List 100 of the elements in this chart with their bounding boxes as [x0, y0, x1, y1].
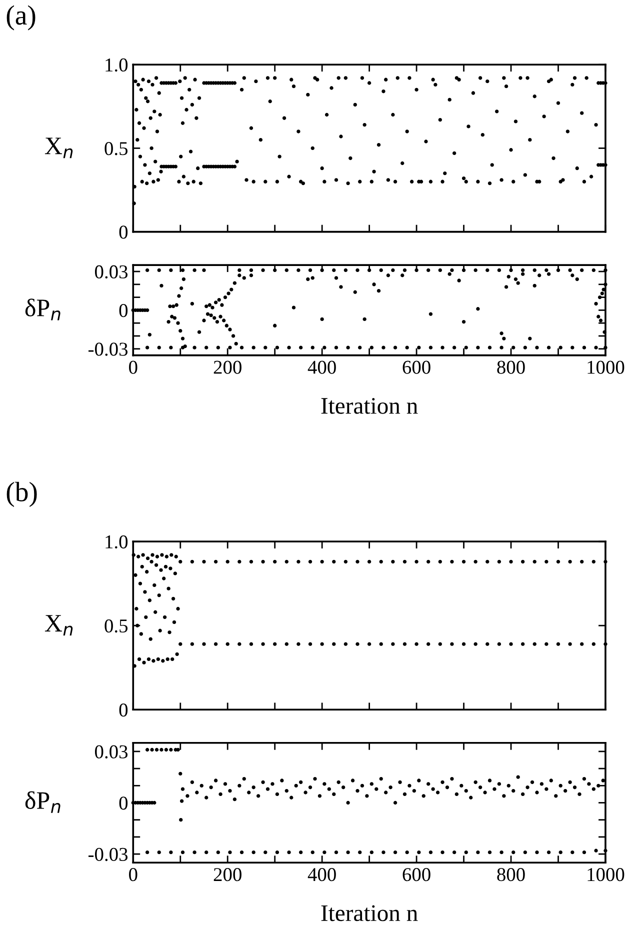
point [202, 642, 206, 646]
point [192, 850, 196, 854]
point [382, 850, 386, 854]
point [604, 346, 608, 350]
point [143, 590, 147, 594]
point [405, 346, 409, 350]
point [532, 268, 536, 272]
point [228, 850, 232, 854]
point [180, 850, 185, 854]
point [322, 346, 326, 350]
point [310, 850, 314, 854]
point [440, 850, 444, 854]
point [144, 615, 148, 620]
point [344, 642, 348, 646]
y-axis-title: δP$_{n}$ [25, 298, 60, 320]
point [391, 560, 395, 564]
x-axis-title: Iteration n [321, 398, 418, 414]
point [370, 850, 374, 854]
point [440, 346, 444, 350]
point [273, 268, 277, 272]
point [175, 652, 179, 656]
point [592, 642, 596, 646]
point [570, 850, 574, 854]
point [604, 642, 608, 646]
point [580, 268, 584, 272]
point [544, 642, 548, 646]
point [161, 659, 165, 663]
point [358, 850, 362, 854]
point [391, 268, 395, 272]
chart-title: (b) [6, 482, 37, 508]
point [546, 850, 551, 854]
point [168, 630, 172, 634]
x-tick-label: 0 [129, 360, 138, 374]
y-tick-label: 1.0 [106, 58, 128, 72]
y-tick-label: -0.03 [88, 342, 128, 356]
point [391, 642, 395, 646]
point [166, 657, 170, 662]
point [158, 628, 162, 632]
point [162, 576, 166, 580]
point [287, 346, 291, 350]
point [214, 642, 218, 646]
point [145, 268, 150, 272]
point [428, 850, 433, 854]
x-tick-label: 600 [402, 360, 430, 374]
point [438, 642, 442, 646]
point [284, 642, 288, 646]
point [320, 268, 324, 272]
point [344, 268, 348, 272]
point [216, 346, 220, 350]
point [486, 560, 490, 564]
point [134, 573, 138, 577]
point [287, 850, 291, 854]
point [367, 560, 372, 564]
x-tick-label: 400 [308, 868, 336, 882]
point [594, 346, 598, 350]
point [452, 850, 456, 854]
point [296, 560, 300, 564]
point [568, 560, 572, 564]
point [497, 268, 502, 272]
point [512, 850, 516, 854]
point [171, 596, 176, 601]
x-tick-label: 1000 [588, 360, 624, 374]
point [486, 642, 490, 646]
point [428, 346, 433, 350]
point [192, 346, 196, 350]
point [136, 624, 140, 628]
y-tick-label: 0 [119, 226, 128, 239]
point [532, 560, 536, 564]
point [462, 268, 466, 272]
point [523, 850, 528, 854]
point [367, 642, 372, 646]
point [240, 346, 244, 350]
point [160, 553, 164, 557]
point [154, 563, 158, 567]
x-tick-label: 800 [497, 360, 525, 374]
point [308, 560, 312, 564]
point [580, 642, 584, 646]
point [520, 268, 525, 272]
point [159, 568, 163, 572]
point [402, 560, 407, 564]
point [157, 268, 161, 272]
point [356, 642, 360, 646]
point [174, 81, 178, 85]
point [157, 346, 161, 350]
x-tick-label: 200 [214, 868, 242, 882]
point [180, 268, 185, 272]
point [367, 268, 372, 272]
point [145, 850, 150, 854]
point [414, 642, 418, 646]
y-tick-label: 0.03 [94, 745, 128, 758]
x-tick-label: 400 [308, 360, 336, 374]
point [150, 553, 154, 557]
point [190, 642, 194, 646]
point [558, 850, 562, 854]
y-axis-title: X$_{n}$ [44, 615, 73, 636]
point [393, 850, 398, 854]
point [192, 268, 196, 272]
point [393, 346, 398, 350]
point [488, 850, 492, 854]
point [509, 268, 513, 272]
